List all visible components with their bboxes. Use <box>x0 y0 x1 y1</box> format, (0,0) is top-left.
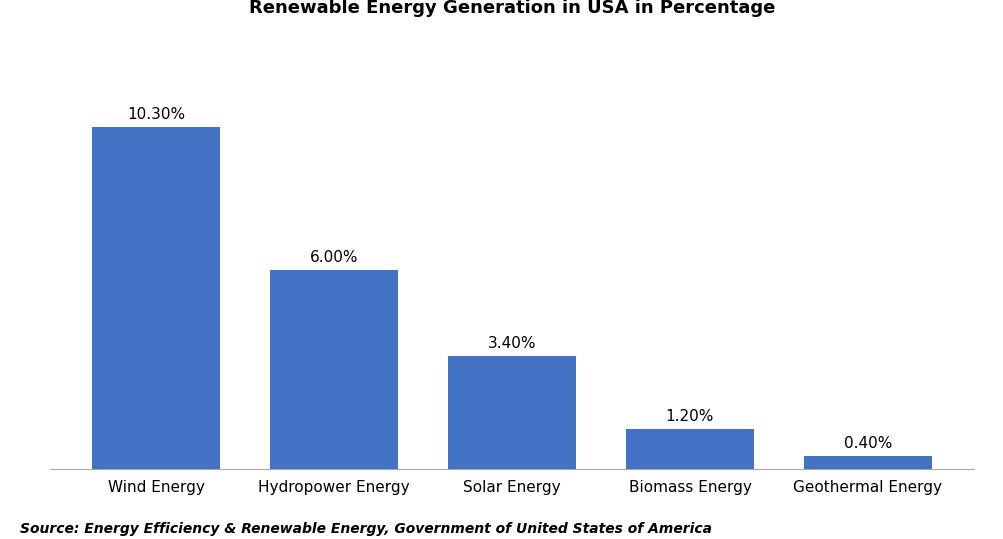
Bar <box>447 356 576 469</box>
Text: 10.30%: 10.30% <box>127 107 186 122</box>
Text: 1.20%: 1.20% <box>665 409 713 424</box>
Text: 6.00%: 6.00% <box>310 250 358 265</box>
Bar <box>625 429 753 469</box>
Text: Source: Energy Efficiency & Renewable Energy, Government of United States of Ame: Source: Energy Efficiency & Renewable En… <box>20 522 711 536</box>
Bar <box>803 455 931 469</box>
Bar <box>270 270 398 469</box>
Bar <box>92 127 220 469</box>
Text: 0.40%: 0.40% <box>843 436 891 451</box>
Text: 3.40%: 3.40% <box>487 336 536 351</box>
Title: Renewable Energy Generation in USA in Percentage: Renewable Energy Generation in USA in Pe… <box>249 0 774 17</box>
